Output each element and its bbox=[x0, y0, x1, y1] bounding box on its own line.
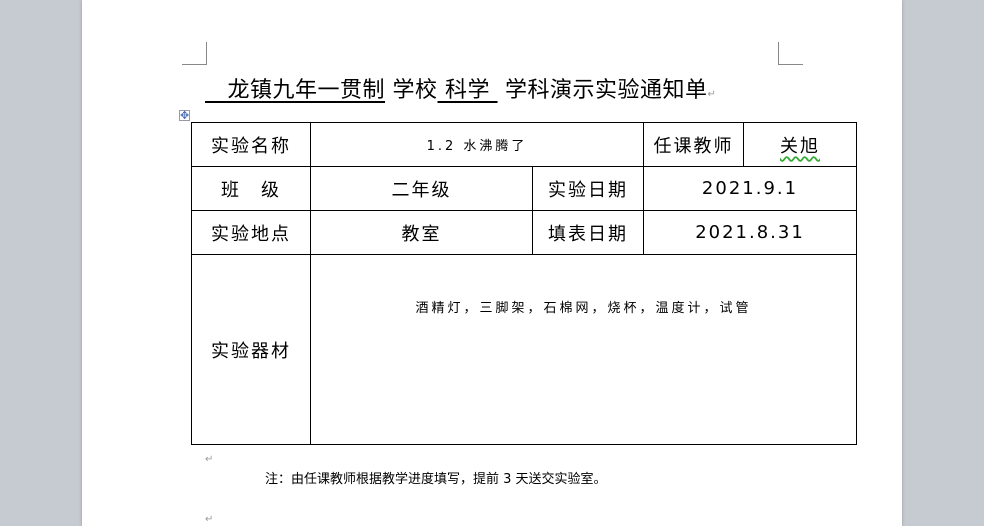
document-page bbox=[82, 0, 902, 526]
cell-teacher-label: 任课教师 bbox=[643, 122, 744, 167]
footnote: 注：由任课教师根据教学进度填写，提前 3 天送交实验室。 bbox=[265, 472, 607, 487]
subject-name: 科学 bbox=[445, 78, 491, 103]
paragraph-mark: ↵ bbox=[205, 514, 214, 525]
cell-class-label: 班 级 bbox=[191, 166, 311, 211]
cell-teacher-value[interactable]: 关旭 bbox=[743, 122, 857, 167]
table-move-handle-icon[interactable]: ✥ bbox=[179, 109, 191, 122]
document-title: 龙镇九年一贯制 学校 科学 学科演示实验通知单↵ bbox=[205, 72, 716, 104]
cell-date-value[interactable]: 2021.9.1 bbox=[643, 166, 857, 211]
cell-date-label: 实验日期 bbox=[532, 166, 644, 211]
cell-equip-label: 实验器材 bbox=[191, 254, 311, 445]
paragraph-mark: ↵ bbox=[205, 454, 214, 465]
cell-class-value[interactable]: 二年级 bbox=[310, 166, 533, 211]
title-text: 学校 bbox=[392, 78, 438, 103]
title-text: 学科演示实验通知单 bbox=[505, 78, 708, 103]
cell-name-label: 实验名称 bbox=[191, 122, 311, 167]
cell-name-value[interactable]: 1.2 水沸腾了 bbox=[310, 122, 644, 167]
paragraph-mark: ↵ bbox=[707, 89, 717, 100]
crop-mark bbox=[778, 42, 803, 65]
cell-equip-value[interactable]: 酒精灯，三脚架，石棉网，烧杯，温度计，试管 bbox=[310, 254, 857, 445]
cell-fill-label: 填表日期 bbox=[532, 210, 644, 255]
cell-fill-value[interactable]: 2021.8.31 bbox=[643, 210, 857, 255]
school-name: 龙镇九年一贯制 bbox=[227, 78, 385, 103]
cell-place-value[interactable]: 教室 bbox=[310, 210, 533, 255]
cell-place-label: 实验地点 bbox=[191, 210, 311, 255]
crop-mark bbox=[182, 42, 207, 65]
